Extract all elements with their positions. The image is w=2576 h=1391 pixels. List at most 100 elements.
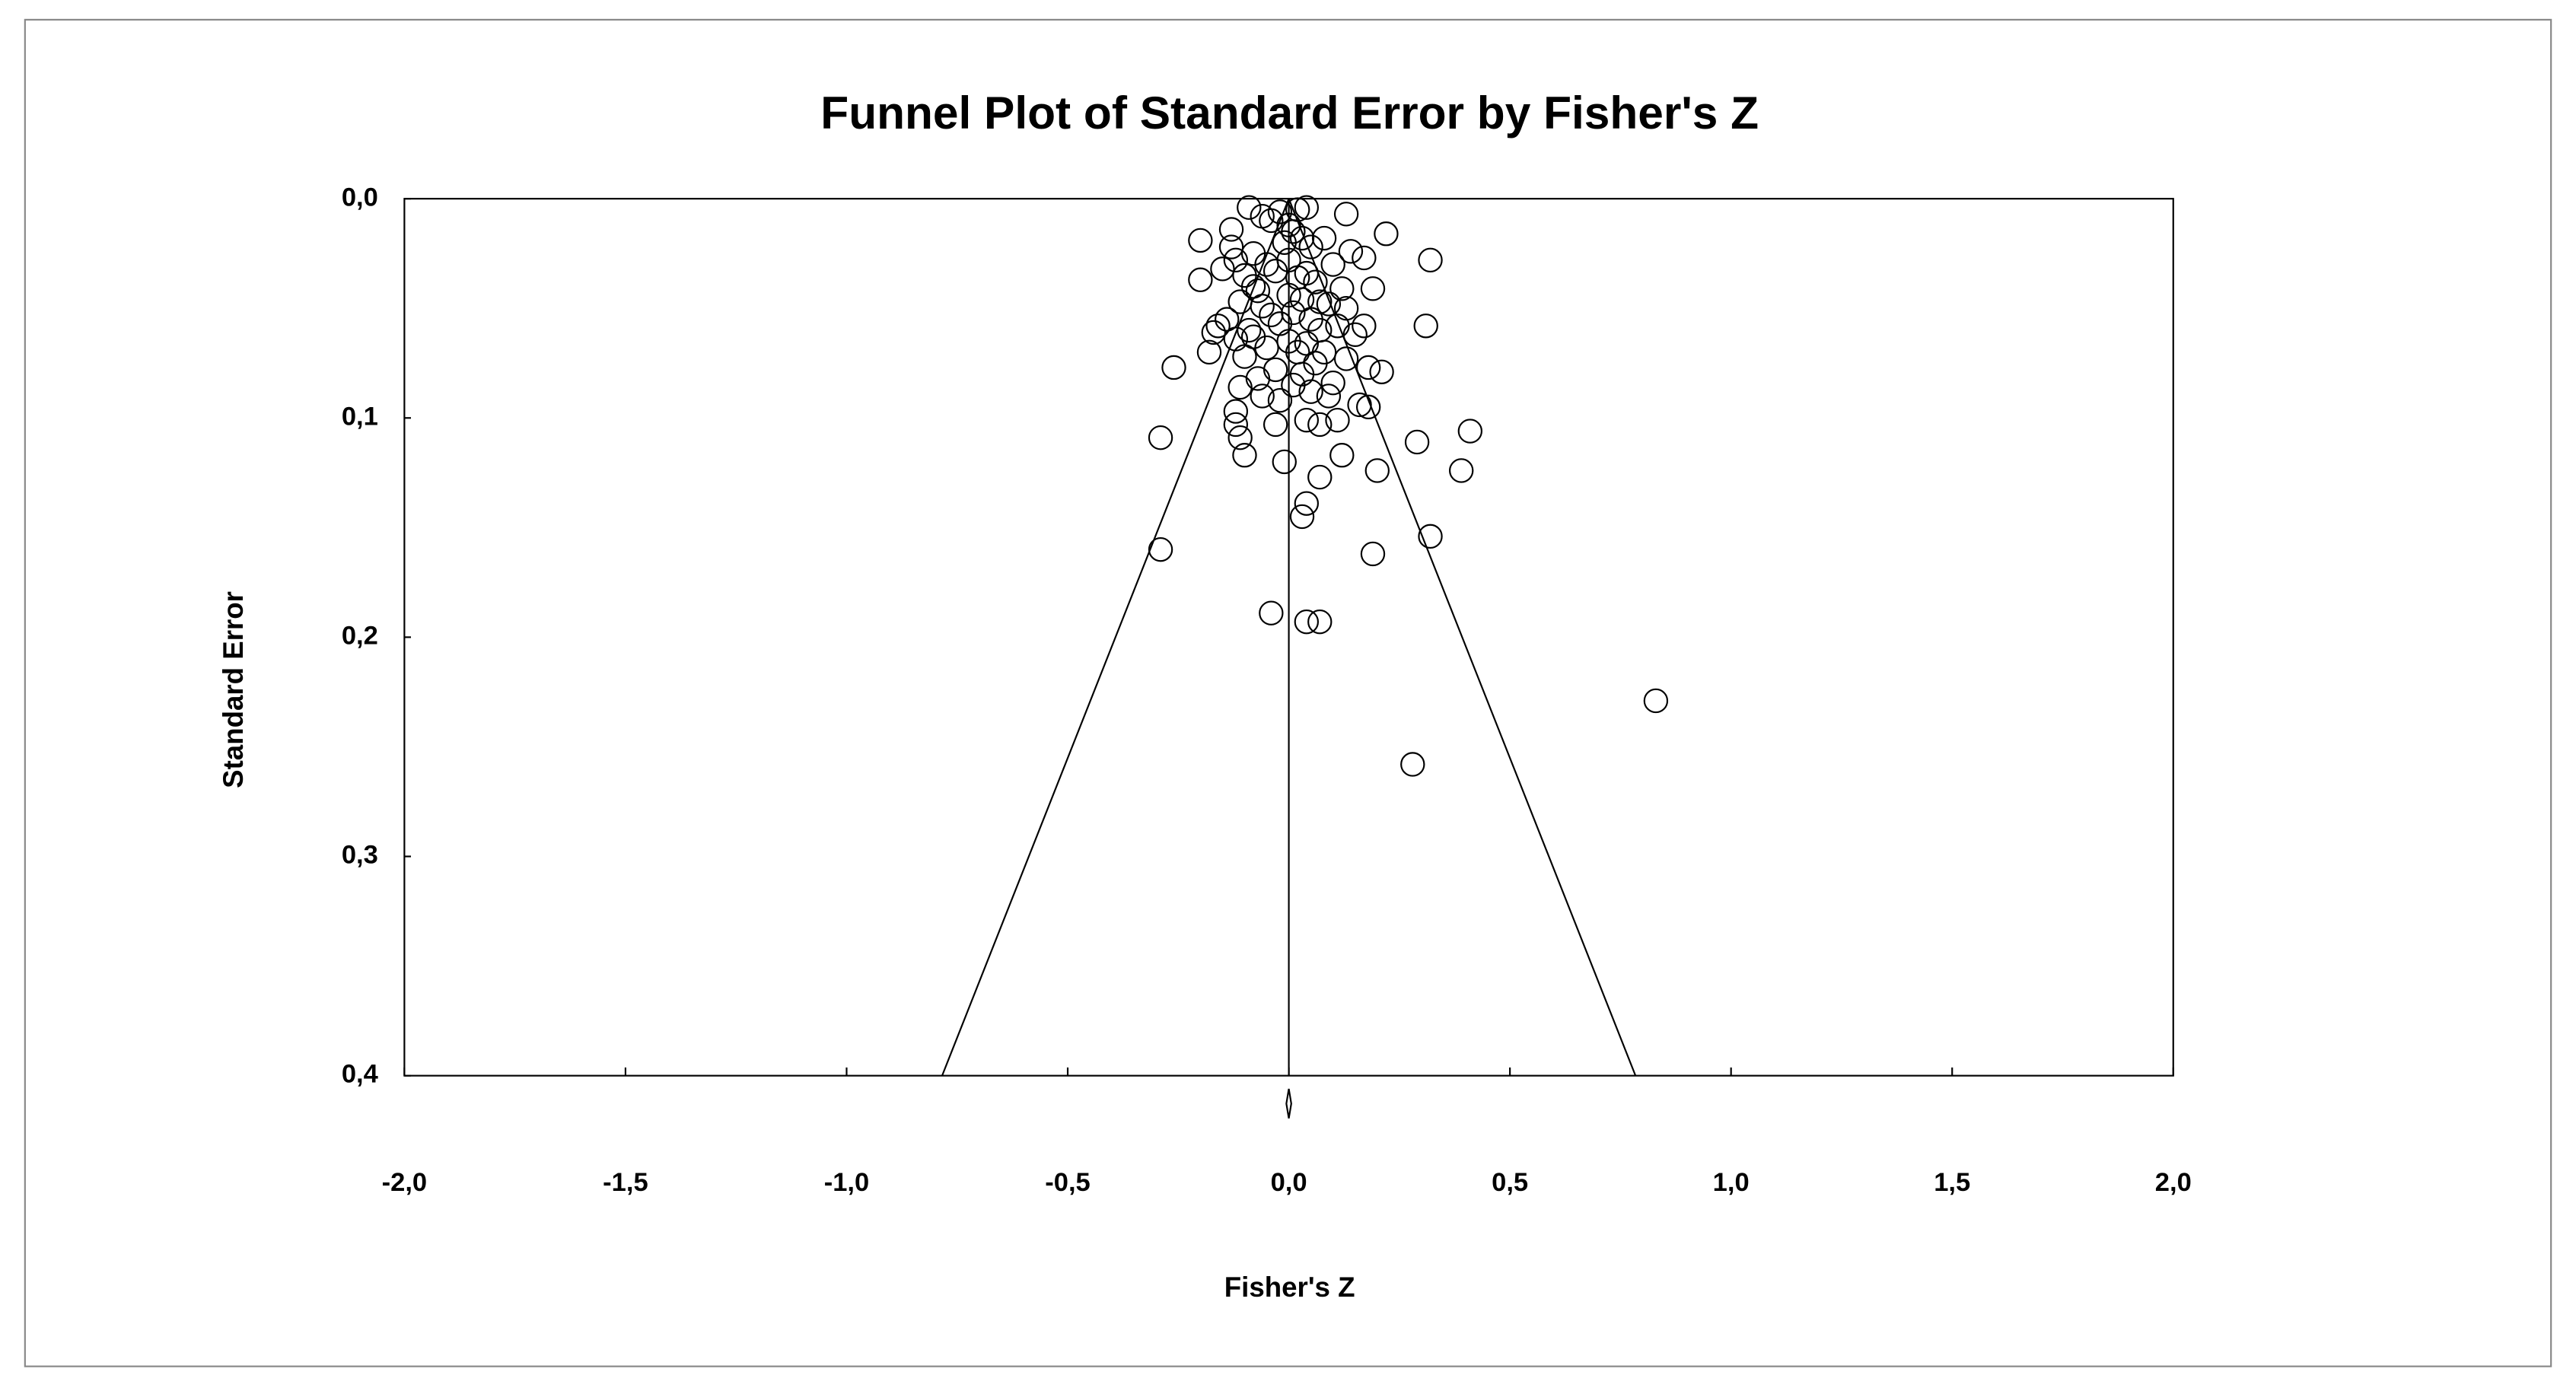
y-tick-label: 0,3: [342, 841, 378, 870]
data-point: [1259, 302, 1284, 328]
data-point: [1267, 199, 1293, 224]
data-point: [1352, 314, 1377, 339]
data-point: [1374, 221, 1399, 247]
y-axis-label: Standard Error: [218, 591, 249, 788]
summary-diamond: [1285, 1088, 1292, 1119]
data-point: [1267, 388, 1293, 413]
data-point: [1281, 372, 1306, 398]
x-tick-label: 0,5: [1492, 1168, 1528, 1197]
data-point: [1289, 504, 1315, 530]
data-point: [1259, 208, 1284, 234]
data-point: [1329, 443, 1355, 468]
data-point: [1276, 247, 1301, 273]
data-point: [1298, 379, 1323, 404]
data-point: [1333, 202, 1359, 227]
data-point: [1245, 278, 1271, 304]
x-tick-label: 1,5: [1934, 1168, 1970, 1197]
data-point: [1201, 320, 1226, 345]
data-point: [1307, 412, 1333, 438]
x-tick-label: -2,0: [382, 1168, 427, 1197]
data-point: [1294, 610, 1320, 635]
data-point: [1347, 392, 1372, 418]
funnel-limit: [1288, 198, 1637, 1077]
data-point: [1218, 234, 1244, 259]
data-point: [1272, 449, 1297, 475]
data-point: [1254, 335, 1279, 361]
data-point: [1228, 425, 1253, 450]
data-point: [1250, 384, 1275, 409]
data-point: [1320, 370, 1345, 396]
data-point: [1307, 610, 1333, 635]
data-point: [1329, 276, 1355, 301]
data-point: [1325, 407, 1350, 433]
data-point: [1303, 269, 1328, 294]
data-point: [1360, 276, 1386, 301]
y-tick-label: 0,2: [342, 622, 378, 651]
x-tick-label: 1,0: [1713, 1168, 1750, 1197]
data-point: [1404, 429, 1430, 455]
data-point: [1316, 384, 1342, 409]
data-point: [1294, 195, 1320, 220]
data-point: [1307, 289, 1333, 314]
data-point: [1188, 228, 1213, 253]
data-point: [1400, 752, 1425, 777]
data-point: [1316, 291, 1342, 317]
data-point: [1418, 247, 1443, 273]
data-point: [1294, 260, 1320, 286]
data-point: [1457, 419, 1483, 444]
data-point: [1643, 688, 1669, 714]
data-point: [1352, 245, 1377, 271]
y-tick-label: 0,0: [342, 183, 378, 212]
funnel-limit: [941, 198, 1290, 1077]
data-point: [1223, 412, 1249, 438]
x-tick-label: -0,5: [1045, 1168, 1090, 1197]
data-point: [1360, 541, 1386, 567]
data-point: [1276, 282, 1301, 308]
data-point: [1263, 412, 1288, 438]
data-point: [1294, 491, 1320, 516]
data-point: [1289, 225, 1315, 251]
data-point: [1307, 464, 1333, 490]
data-point: [1369, 359, 1394, 384]
data-point: [1223, 247, 1249, 273]
data-point: [1333, 296, 1359, 321]
data-point: [1148, 536, 1173, 562]
data-point: [1338, 239, 1364, 264]
y-tick-label: 0,4: [342, 1060, 379, 1089]
chart-title: Funnel Plot of Standard Error by Fisher'…: [820, 87, 1759, 138]
y-tick-label: 0,1: [342, 402, 378, 431]
data-point: [1223, 399, 1249, 424]
x-axis-label: Fisher's Z: [1224, 1272, 1355, 1303]
data-point: [1298, 234, 1323, 259]
data-point: [1237, 317, 1262, 343]
data-point: [1418, 524, 1443, 549]
data-point: [1188, 267, 1213, 292]
data-point: [1205, 314, 1231, 339]
x-tick-label: 0,0: [1271, 1168, 1307, 1197]
data-point: [1413, 314, 1438, 339]
data-point: [1232, 443, 1257, 468]
data-point: [1355, 355, 1381, 380]
data-point: [1161, 355, 1186, 380]
data-point: [1232, 344, 1257, 369]
data-point: [1364, 458, 1390, 483]
data-point: [1311, 225, 1337, 251]
data-point: [1237, 195, 1262, 220]
data-point: [1259, 600, 1284, 625]
data-point: [1245, 366, 1271, 391]
data-point: [1196, 339, 1222, 365]
x-tick-label: 2,0: [2155, 1168, 2192, 1197]
data-point: [1240, 274, 1266, 299]
data-point: [1228, 374, 1253, 400]
data-point: [1272, 230, 1297, 255]
data-point: [1333, 346, 1359, 371]
x-tick-label: -1,5: [603, 1168, 648, 1197]
data-point: [1250, 204, 1275, 229]
frame: [24, 18, 2552, 1367]
data-point: [1148, 425, 1173, 450]
data-point: [1294, 407, 1320, 433]
data-point: [1320, 252, 1345, 277]
data-point: [1218, 217, 1244, 242]
